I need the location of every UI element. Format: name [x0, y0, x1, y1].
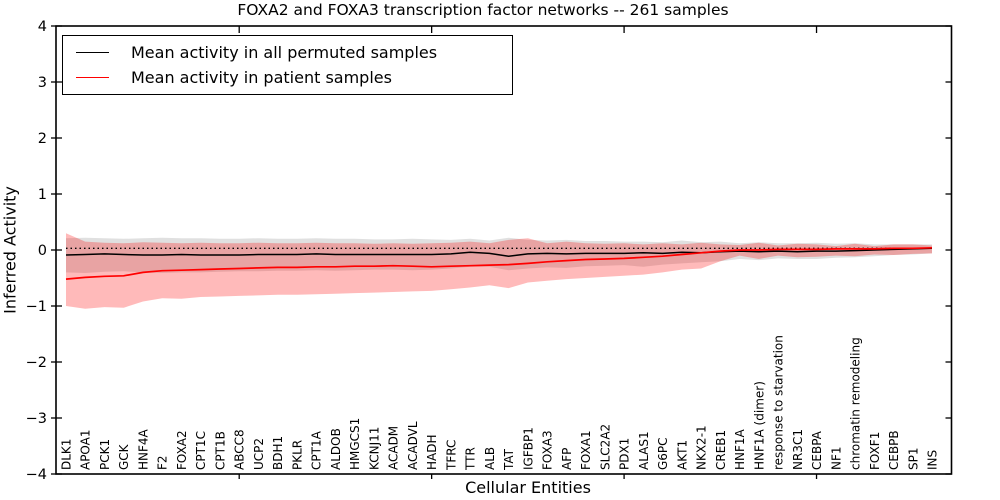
x-tick-label: SLC2A2 — [598, 424, 612, 470]
x-tick-label: DLK1 — [60, 439, 74, 470]
x-tick-label: CPT1A — [310, 430, 324, 470]
x-tick-label: BDH1 — [271, 436, 285, 470]
x-tick-label: NF1 — [829, 446, 843, 470]
x-tick-label: PCK1 — [98, 439, 112, 470]
x-tick-label: KCNJ11 — [367, 427, 381, 470]
x-tick-label: NR3C1 — [791, 429, 805, 470]
x-tick-label: ABCC8 — [233, 429, 247, 470]
x-tick-label: F2 — [156, 455, 170, 470]
patient-band — [66, 233, 932, 309]
x-tick-label: PDX1 — [618, 438, 632, 470]
y-axis-label: Inferred Activity — [0, 186, 20, 314]
x-tick-label: chromatin remodeling — [849, 337, 863, 470]
legend-label-permuted: Mean activity in all permuted samples — [131, 42, 438, 62]
x-tick-label: ALB — [483, 447, 497, 470]
y-tick-label: 4 — [38, 19, 47, 35]
x-tick-label: HNF4A — [136, 428, 150, 470]
x-tick-label: HMGCS1 — [348, 418, 362, 470]
x-tick-label: AKT1 — [675, 440, 689, 470]
x-tick-label: PKLR — [290, 440, 304, 470]
x-tick-label: FOXA2 — [175, 430, 189, 470]
x-tick-label: ACADVL — [406, 421, 420, 470]
x-tick-label: GCK — [117, 443, 131, 470]
y-tick-label: −2 — [26, 355, 47, 371]
legend-line-sample-patient — [76, 77, 109, 79]
x-tick-label: NKX2-1 — [695, 425, 709, 470]
x-tick-label: CPT1B — [213, 431, 227, 470]
x-tick-label: TFRC — [444, 440, 458, 471]
y-tick-label: −4 — [26, 467, 47, 483]
patient-mean-line — [65, 246, 933, 280]
y-tick-label: 2 — [38, 131, 47, 147]
x-tick-label: response to starvation — [772, 335, 786, 470]
x-tick-label: SP1 — [906, 448, 920, 471]
legend: Mean activity in all permuted samples Me… — [62, 35, 513, 95]
chart-title: FOXA2 and FOXA3 transcription factor net… — [237, 1, 729, 19]
x-tick-label: FOXF1 — [868, 432, 882, 470]
x-tick-label: UCP2 — [252, 438, 266, 470]
x-tick-label: INS — [926, 450, 940, 470]
x-tick-label: ACADM — [387, 426, 401, 470]
y-tick-label: −1 — [26, 299, 47, 315]
x-tick-label: ALAS1 — [637, 431, 651, 470]
legend-line-sample-permuted — [76, 51, 109, 53]
x-tick-label: HNF1A (dimer) — [752, 381, 766, 470]
y-tick-label: 0 — [38, 243, 47, 259]
x-tick-label: CEBPA — [810, 430, 824, 470]
permuted-mean-line — [65, 247, 933, 257]
legend-item-permuted: Mean activity in all permuted samples — [63, 42, 512, 62]
x-tick-label: FOXA1 — [579, 430, 593, 470]
y-tick-label: 3 — [38, 75, 47, 91]
x-tick-label: AFP — [560, 448, 574, 470]
x-tick-label: CEBPB — [887, 430, 901, 470]
x-tick-label: CPT1C — [194, 431, 208, 470]
x-tick-label: ALDOB — [329, 428, 343, 470]
x-tick-label: APOA1 — [79, 429, 93, 470]
x-tick-label: TAT — [502, 448, 516, 471]
x-tick-label: CREB1 — [714, 430, 728, 470]
x-tick-label: IGFBP1 — [521, 427, 535, 470]
legend-label-patient: Mean activity in patient samples — [131, 67, 392, 87]
x-axis-label: Cellular Entities — [465, 478, 591, 497]
x-tick-label: HNF1A — [733, 428, 747, 470]
x-tick-label: G6PC — [656, 437, 670, 470]
x-tick-label: HADH — [425, 435, 439, 471]
y-tick-label: −3 — [26, 411, 47, 427]
x-tick-label: FOXA3 — [541, 430, 555, 470]
x-tick-label: TTR — [464, 447, 478, 471]
y-tick-label: 1 — [38, 187, 47, 203]
legend-item-patient: Mean activity in patient samples — [63, 69, 512, 87]
